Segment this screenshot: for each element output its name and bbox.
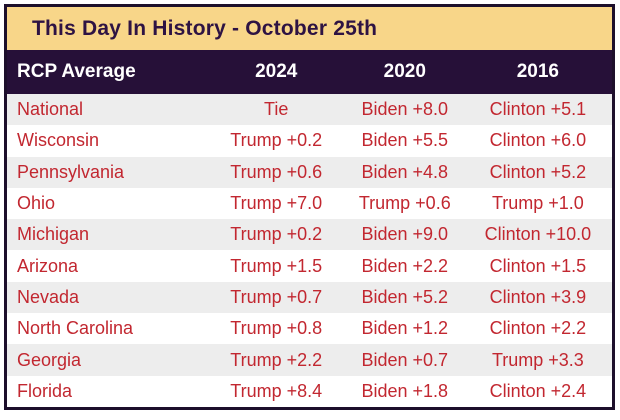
value-cell-2020: Biden +5.5 [361,130,449,151]
value-cell-2020: Biden +2.2 [361,255,449,276]
table-row: Nevada Trump +0.7 Biden +5.2 Clinton +3.9 [7,281,612,314]
value-cell-2016: Trump +1.0 [491,193,584,214]
poll-average-table: RCP Average 2024 2020 2016 National Tie Bi… [7,50,612,407]
value-cell-2024: Trump +8.4 [230,380,323,401]
state-cell: Georgia [17,349,82,370]
state-cell: Nevada [17,286,80,307]
value-cell-2016: Trump +3.3 [491,349,584,370]
value-cell-2024: Trump +0.6 [230,161,323,182]
table-row: Georgia Trump +2.2 Biden +0.7 Trump +3.3 [7,344,612,376]
column-header-2020: 2020 [345,50,464,94]
history-table-card: This Day In History - October 25th RCP A… [4,4,615,410]
table-row: National Tie Biden +8.0 Clinton +5.1 [7,94,612,126]
value-cell-2016: Clinton +5.2 [489,161,587,182]
value-cell-2016: Clinton +10.0 [484,224,592,245]
table-row: Michigan Trump +0.2 Biden +9.0 Clinton +10.… [7,219,612,251]
value-cell-2024: Trump +0.2 [230,224,323,245]
value-cell-2020: Biden +0.7 [361,349,449,370]
value-cell-2016: Clinton +1.5 [489,255,587,276]
state-cell: North Carolina [17,318,134,339]
column-header-2024: 2024 [206,50,346,94]
value-cell-2020: Biden +4.8 [361,161,449,182]
state-cell: Florida [17,380,73,401]
value-cell-2020: Biden +9.0 [361,224,449,245]
state-cell: Pennsylvania [17,161,125,182]
value-cell-2020: Trump +0.6 [358,193,451,214]
table-header: RCP Average 2024 2020 2016 [7,50,612,94]
value-cell-2020: Biden +5.2 [361,286,449,307]
state-cell: National [17,99,84,120]
page-title: This Day In History - October 25th [32,16,378,40]
table-row: North Carolina Trump +0.8 Biden +1.2 Clinto… [7,313,612,345]
state-cell: Ohio [17,193,56,214]
table-row: Pennsylvania Trump +0.6 Biden +4.8 Clinton … [7,156,612,188]
value-cell-2024: Trump +2.2 [230,349,323,370]
state-cell: Arizona [17,255,79,276]
table-row: Florida Trump +8.4 Biden +1.8 Clinton +2.4 [7,375,612,407]
value-cell-2016: Clinton +6.0 [489,130,587,151]
title-bar: This Day In History - October 25th [7,7,612,50]
value-cell-2024: Trump +7.0 [230,193,323,214]
value-cell-2024: Trump +0.2 [230,130,323,151]
value-cell-2016: Clinton +2.2 [489,318,587,339]
value-cell-2020: Biden +8.0 [361,99,449,120]
value-cell-2016: Clinton +3.9 [489,286,587,307]
value-cell-2024: Trump +0.7 [230,286,323,307]
value-cell-2016: Clinton +2.4 [489,380,587,401]
table-row: Wisconsin Trump +0.2 Biden +5.5 Clinton +6.… [7,125,612,157]
state-cell: Michigan [17,224,90,245]
column-header-2016: 2016 [463,50,612,94]
value-cell-2024: Trump +1.5 [230,255,323,276]
column-header-rcp-average: RCP Average [7,50,207,94]
value-cell-2024: Trump +0.8 [230,318,323,339]
value-cell-2020: Biden +1.8 [361,380,449,401]
value-cell-2016: Clinton +5.1 [489,99,587,120]
table-row: Arizona Trump +1.5 Biden +2.2 Clinton +1.5 [7,250,612,282]
header-row: RCP Average 2024 2020 2016 [7,50,612,94]
value-cell-2024: Tie [264,99,289,120]
state-cell: Wisconsin [17,130,100,151]
table-row: Ohio Trump +7.0 Trump +0.6 Trump +1.0 [7,187,612,220]
value-cell-2020: Biden +1.2 [361,318,449,339]
table-body: National Tie Biden +8.0 Clinton +5.1 Wiscons… [7,94,612,407]
